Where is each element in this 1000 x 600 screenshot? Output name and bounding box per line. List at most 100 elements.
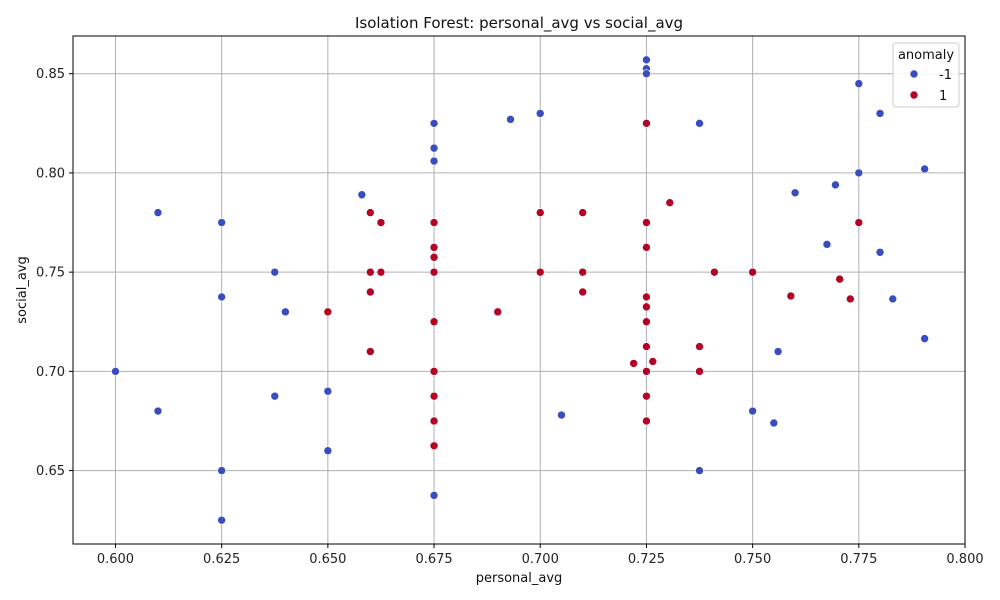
scatter-point: [429, 218, 439, 227]
scatter-point: [642, 391, 651, 401]
scatter-point: [366, 287, 375, 297]
legend-label-neg1: -1: [939, 68, 952, 83]
scatter-point: [281, 307, 290, 317]
scatter-point: [429, 252, 439, 262]
x-tick-label: 0.650: [309, 552, 346, 567]
scatter-point: [854, 218, 864, 227]
x-tick-label: 0.800: [946, 552, 983, 567]
scatter-point: [366, 267, 375, 277]
scatter-point: [217, 292, 226, 302]
scatter-point: [429, 119, 439, 128]
scatter-point: [578, 208, 588, 217]
scatter-point: [217, 466, 226, 475]
x-axis: 0.600 0.625 0.650 0.675 0.700 0.725 0.750 0.775…: [97, 544, 984, 567]
series-anomaly-neg1: [111, 55, 929, 525]
scatter-point: [376, 267, 386, 277]
scatter-point: [920, 164, 929, 174]
scatter-point: [270, 267, 280, 277]
scatter-point: [790, 188, 800, 198]
scatter-point: [695, 466, 704, 475]
x-tick-label: 0.725: [628, 552, 665, 567]
scatter-point: [822, 240, 832, 249]
scatter-point: [429, 243, 439, 252]
scatter-point: [854, 79, 864, 88]
legend-label-1: 1: [939, 89, 947, 104]
scatter-point: [535, 109, 545, 118]
scatter-point: [695, 342, 704, 351]
legend-marker-neg1: [909, 69, 919, 79]
scatter-point: [429, 156, 439, 166]
scatter-point: [854, 168, 864, 178]
legend-marker-1: [909, 90, 919, 100]
scatter-point: [835, 274, 844, 284]
scatter-point: [217, 218, 226, 227]
scatter-point: [535, 267, 545, 277]
plot-area-frame: [72, 35, 966, 545]
scatter-point: [323, 386, 333, 396]
scatter-point: [323, 307, 333, 317]
y-tick-label: 0.85: [36, 67, 65, 82]
scatter-point: [153, 406, 163, 416]
scatter-point: [270, 391, 280, 401]
scatter-point: [376, 218, 386, 227]
scatter-point: [648, 357, 658, 366]
scatter-point: [642, 55, 651, 65]
scatter-point: [665, 198, 675, 207]
x-tick-label: 0.675: [415, 552, 452, 567]
scatter-point: [748, 267, 757, 277]
scatter-point: [642, 317, 651, 327]
scatter-point: [773, 347, 783, 356]
series-anomaly-1: [323, 119, 864, 451]
scatter-point: [366, 208, 375, 217]
scatter-point: [557, 410, 566, 420]
scatter-point: [831, 180, 840, 190]
y-axis: 0.65 0.70 0.75 0.80 0.85: [36, 67, 73, 479]
scatter-point: [493, 307, 503, 317]
x-tick-label: 0.600: [97, 552, 134, 567]
scatter-point: [769, 418, 779, 428]
data-points: [111, 55, 929, 525]
scatter-point: [920, 334, 929, 343]
x-axis-label: personal_avg: [476, 571, 563, 586]
scatter-point: [642, 69, 651, 79]
scatter-point: [217, 515, 226, 525]
scatter-point: [642, 292, 651, 302]
x-tick-label: 0.625: [203, 552, 240, 567]
scatter-point: [506, 115, 515, 124]
scatter-point: [323, 446, 333, 456]
scatter-point: [642, 243, 651, 252]
legend-box: [892, 42, 960, 108]
x-tick-label: 0.700: [522, 552, 559, 567]
x-tick-label: 0.775: [840, 552, 877, 567]
scatter-point: [642, 302, 651, 312]
scatter-point: [429, 143, 439, 153]
x-tick-label: 0.750: [734, 552, 771, 567]
scatter-point: [642, 218, 651, 227]
legend-title: anomaly: [898, 48, 954, 63]
chart-title: Isolation Forest: personal_avg vs social…: [355, 14, 683, 33]
scatter-point: [153, 208, 163, 217]
scatter-point: [710, 267, 719, 277]
scatter-point: [429, 391, 439, 401]
scatter-point: [629, 359, 638, 368]
scatter-point: [642, 367, 651, 376]
scatter-point: [642, 342, 651, 351]
scatter-point: [429, 267, 439, 277]
scatter-point: [642, 119, 651, 128]
scatter-point: [366, 347, 375, 356]
y-tick-label: 0.70: [36, 365, 65, 380]
scatter-point: [846, 294, 855, 304]
scatter-point: [535, 208, 545, 217]
scatter-point: [695, 367, 704, 376]
scatter-point: [111, 367, 120, 376]
scatter-point: [429, 416, 439, 426]
scatter-point: [578, 287, 588, 297]
scatter-point: [357, 190, 367, 200]
scatter-point: [875, 109, 885, 118]
scatter-point: [642, 416, 651, 426]
scatter-point: [888, 294, 898, 304]
y-tick-label: 0.65: [36, 464, 65, 479]
y-tick-label: 0.75: [36, 266, 65, 281]
y-tick-label: 0.80: [36, 166, 65, 181]
